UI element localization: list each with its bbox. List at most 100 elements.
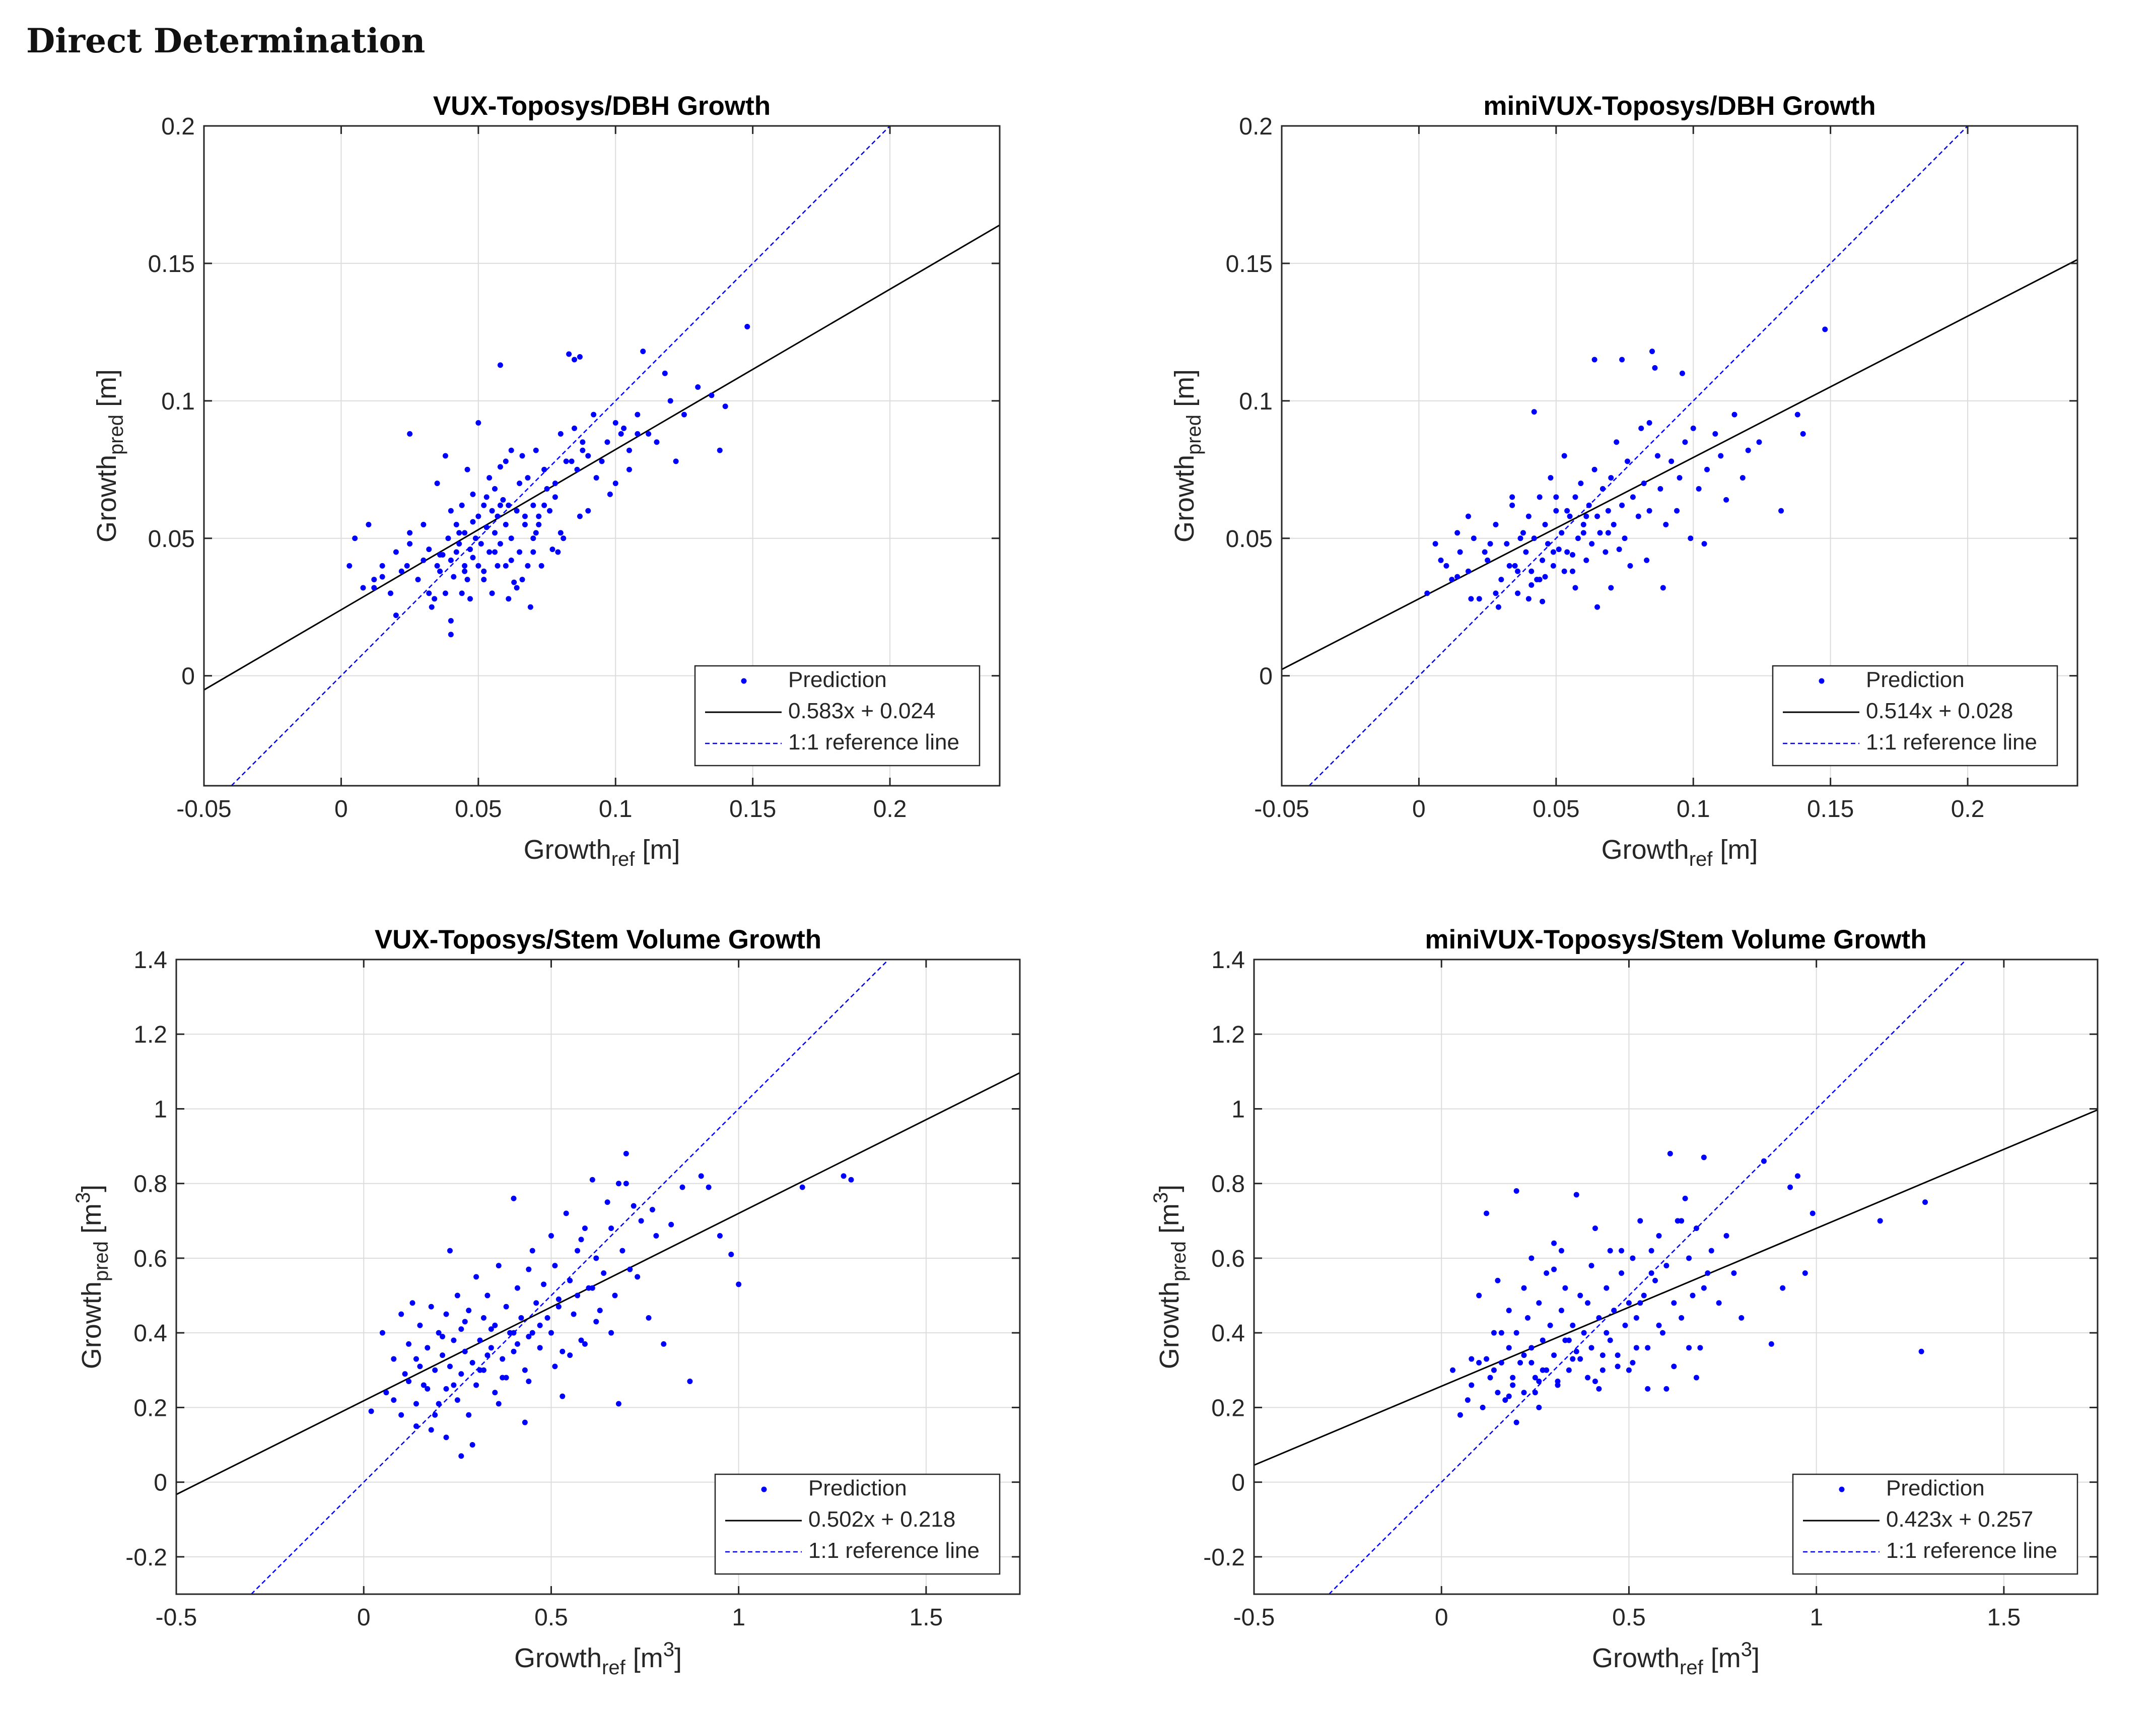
y-tick-label: 0.05 [1226, 526, 1273, 553]
data-point [1577, 1292, 1583, 1298]
data-point [1671, 1363, 1677, 1370]
x-tick-label: 0.5 [534, 1604, 568, 1631]
x-axis-label-close: ] [674, 1643, 682, 1673]
legend-prediction-label: Prediction [1866, 667, 1965, 692]
data-point [496, 1263, 502, 1269]
data-point [1544, 1270, 1550, 1276]
data-point [529, 1248, 535, 1254]
data-point [391, 1356, 397, 1362]
data-point [1626, 1367, 1632, 1373]
data-point [1646, 420, 1652, 426]
data-point [546, 508, 552, 514]
y-axis-label-sup: 3 [72, 1192, 94, 1203]
data-point [526, 1266, 532, 1272]
x-tick-label: 0.05 [455, 796, 502, 823]
x-tick-label: 0.2 [1951, 796, 1985, 823]
data-point [1570, 552, 1576, 558]
data-point [1540, 1367, 1546, 1373]
data-point [1506, 1393, 1512, 1399]
y-tick-label: 0.05 [148, 526, 195, 553]
legend-fit-label: 0.514x + 0.028 [1866, 699, 2013, 723]
data-point [1652, 365, 1658, 371]
data-point [470, 555, 476, 561]
data-point [473, 1382, 479, 1388]
data-point [1480, 1404, 1486, 1410]
data-point [1608, 585, 1614, 591]
data-point [1588, 1263, 1594, 1269]
x-axis-label-unit: [m] [1712, 835, 1758, 865]
data-point [466, 1412, 472, 1418]
data-point [1504, 541, 1510, 547]
data-point [1787, 1184, 1793, 1190]
reference-line [251, 960, 889, 1594]
data-point [426, 590, 432, 596]
data-point [1528, 568, 1535, 574]
data-point [589, 1285, 595, 1291]
data-point [575, 1248, 581, 1254]
data-point [1424, 590, 1430, 596]
data-point [1637, 1218, 1643, 1224]
data-point [1564, 508, 1570, 514]
data-point [522, 1419, 528, 1425]
data-point [470, 491, 476, 497]
data-point [604, 1199, 610, 1205]
data-point [536, 521, 542, 527]
data-point [653, 1233, 659, 1239]
data-point [448, 632, 454, 638]
data-point [646, 1315, 652, 1321]
data-point [571, 1311, 577, 1317]
data-point [1599, 1367, 1606, 1373]
data-point [578, 1237, 584, 1243]
data-point [1485, 557, 1491, 563]
data-point [1550, 563, 1556, 569]
y-axis-label-unit: [m [1154, 1203, 1185, 1241]
data-point [497, 362, 503, 368]
data-point [514, 508, 520, 514]
data-point [1493, 590, 1499, 596]
data-point [1619, 357, 1625, 363]
data-point [548, 1330, 554, 1336]
data-point [560, 1393, 566, 1399]
data-point [477, 1367, 483, 1373]
data-point [1487, 541, 1493, 547]
y-tick-label: 1.2 [1211, 1021, 1245, 1048]
data-point [421, 521, 427, 527]
data-point [500, 1375, 506, 1381]
x-tick-label: 0.15 [729, 796, 776, 823]
data-point [1718, 453, 1724, 459]
data-point [569, 458, 575, 464]
y-axis-label-sub: pred [105, 415, 127, 455]
data-point [1502, 1397, 1508, 1403]
data-point [1663, 1386, 1670, 1392]
x-axis-label-sup: 3 [1741, 1638, 1752, 1661]
data-point [563, 458, 569, 464]
data-point [481, 502, 487, 508]
data-point [459, 590, 465, 596]
prediction-points [1450, 1150, 1928, 1425]
data-point [1495, 1390, 1501, 1396]
data-point [1663, 1263, 1670, 1269]
data-point [1660, 585, 1666, 591]
data-point [1591, 357, 1597, 363]
data-point [1537, 577, 1543, 583]
data-point [623, 1150, 629, 1156]
data-point [1493, 521, 1499, 527]
data-point [541, 1281, 547, 1287]
data-point [561, 535, 567, 541]
data-point [1531, 409, 1537, 415]
x-tick-label: 0.2 [873, 796, 907, 823]
y-tick-label: 0.2 [1239, 113, 1273, 140]
data-point [1457, 549, 1463, 555]
y-tick-label: 0.4 [133, 1320, 167, 1347]
data-point [500, 497, 506, 503]
x-tick-label: 0.05 [1533, 796, 1579, 823]
data-point [848, 1177, 854, 1183]
x-tick-label: 0.15 [1807, 796, 1854, 823]
data-point [1525, 513, 1532, 519]
data-point [604, 439, 610, 445]
data-point [560, 1348, 566, 1354]
y-axis-label-unit: [m] [1169, 369, 1200, 415]
data-point [799, 1184, 805, 1190]
data-point [526, 1334, 532, 1340]
data-point [1469, 1382, 1475, 1388]
